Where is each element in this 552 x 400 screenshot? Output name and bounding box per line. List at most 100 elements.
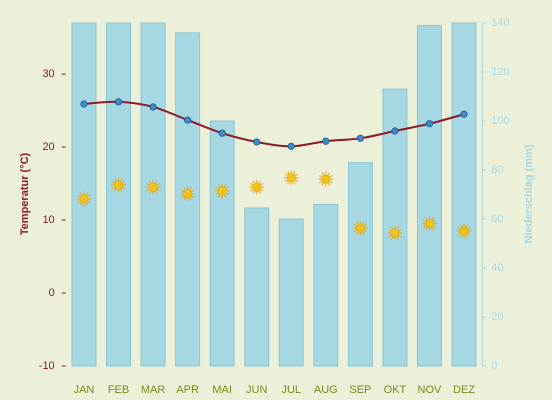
y-tick-label: 0 (49, 287, 55, 299)
sun-ray (321, 182, 325, 186)
temperature-point (80, 100, 88, 108)
sun-ray (85, 192, 89, 196)
sun-ray (146, 183, 150, 186)
sun-ray (465, 224, 469, 228)
sun-ray (329, 174, 333, 178)
sun-ray (154, 180, 158, 184)
sun-ray (329, 180, 333, 184)
sun-ray (467, 232, 471, 236)
sun-disc (252, 182, 262, 192)
x-tick-label: APR (176, 384, 199, 396)
sun-ray (120, 178, 123, 182)
sun-ray (287, 170, 290, 175)
temperature-point (253, 138, 261, 146)
sun-icon (111, 177, 127, 193)
y-tick-label: 20 (42, 141, 54, 153)
sun-ray (111, 180, 115, 184)
bar (278, 218, 304, 367)
sun-ray (225, 192, 229, 196)
sun-icon (76, 191, 92, 207)
sun-ray (294, 173, 299, 176)
y2-axis-label: Niederschlag (mm) (523, 144, 535, 243)
sun-ray (356, 231, 359, 235)
sun-ray (85, 202, 89, 206)
sun-ray (398, 228, 402, 232)
sun-disc (114, 180, 124, 190)
temperature-point (391, 127, 399, 135)
sun-ray (183, 187, 186, 191)
sun-ray (293, 181, 296, 185)
sun-ray (260, 189, 264, 192)
sun-ray (225, 186, 229, 190)
sun-ray (396, 226, 400, 230)
x-tick-label: SEP (349, 384, 371, 396)
sun-ray (433, 219, 437, 222)
sun-disc (355, 223, 365, 233)
sun-ray (215, 192, 219, 196)
y2-tick-label: 140 (491, 17, 509, 29)
y-tick-label: -10 (39, 360, 55, 372)
y2-tick-label: 80 (491, 164, 503, 176)
sun-disc (459, 226, 469, 236)
sun-disc (286, 173, 296, 183)
sun-ray (148, 190, 152, 194)
sun-ray (390, 226, 394, 230)
sun-icon (318, 171, 334, 187)
sun-ray (146, 189, 150, 192)
sun-ray (431, 216, 434, 221)
sun-ray (223, 184, 227, 188)
temperature-point (356, 134, 364, 142)
sun-ray (364, 229, 368, 233)
sun-ray (353, 229, 357, 233)
sun-ray (396, 236, 400, 240)
x-tick-label: JUN (246, 384, 267, 396)
sun-ray (293, 170, 296, 175)
sun-disc (79, 194, 89, 204)
sun-ray (217, 194, 221, 198)
y2-tick-label: 120 (491, 66, 509, 78)
x-tick-label: OKT (384, 384, 407, 396)
sun-ray (252, 180, 255, 184)
sun-ray (433, 225, 437, 228)
sun-ray (122, 186, 126, 190)
bar (209, 120, 235, 367)
sun-icon (180, 186, 196, 202)
sun-ray (390, 236, 394, 240)
sun-ray (252, 190, 255, 194)
sun-ray (111, 186, 115, 190)
x-tick-label: MAR (141, 384, 166, 396)
sun-ray (431, 227, 434, 231)
sun-ray (189, 187, 192, 191)
sun-ray (364, 223, 368, 227)
sun-ray (180, 195, 184, 198)
sun-ray (180, 189, 184, 192)
sun-ray (77, 194, 81, 198)
sun-icon (352, 220, 368, 236)
x-tick-label: MAI (212, 384, 232, 396)
x-tick-label: NOV (418, 384, 443, 396)
bar (451, 22, 477, 367)
sun-ray (284, 179, 288, 182)
sun-icon (249, 179, 265, 195)
sun-ray (258, 190, 261, 194)
sun-ray (362, 221, 365, 225)
sun-ray (422, 219, 426, 222)
sun-ray (459, 224, 463, 228)
sun-icon (214, 183, 230, 199)
temperature-point (460, 110, 468, 118)
sun-ray (467, 226, 471, 230)
temperature-point (114, 98, 123, 106)
sun-ray (249, 189, 254, 192)
y2-tick-label: 40 (491, 262, 503, 274)
sun-ray (457, 226, 461, 230)
sun-ray (191, 195, 195, 198)
sun-ray (319, 180, 323, 184)
sun-ray (120, 188, 123, 192)
y2-tick-label: 100 (491, 115, 509, 127)
sun-ray (459, 234, 463, 238)
sun-ray (156, 189, 160, 192)
temperature-point (184, 116, 192, 124)
sun-ray (217, 184, 221, 188)
x-tick-label: FEB (108, 384, 129, 396)
